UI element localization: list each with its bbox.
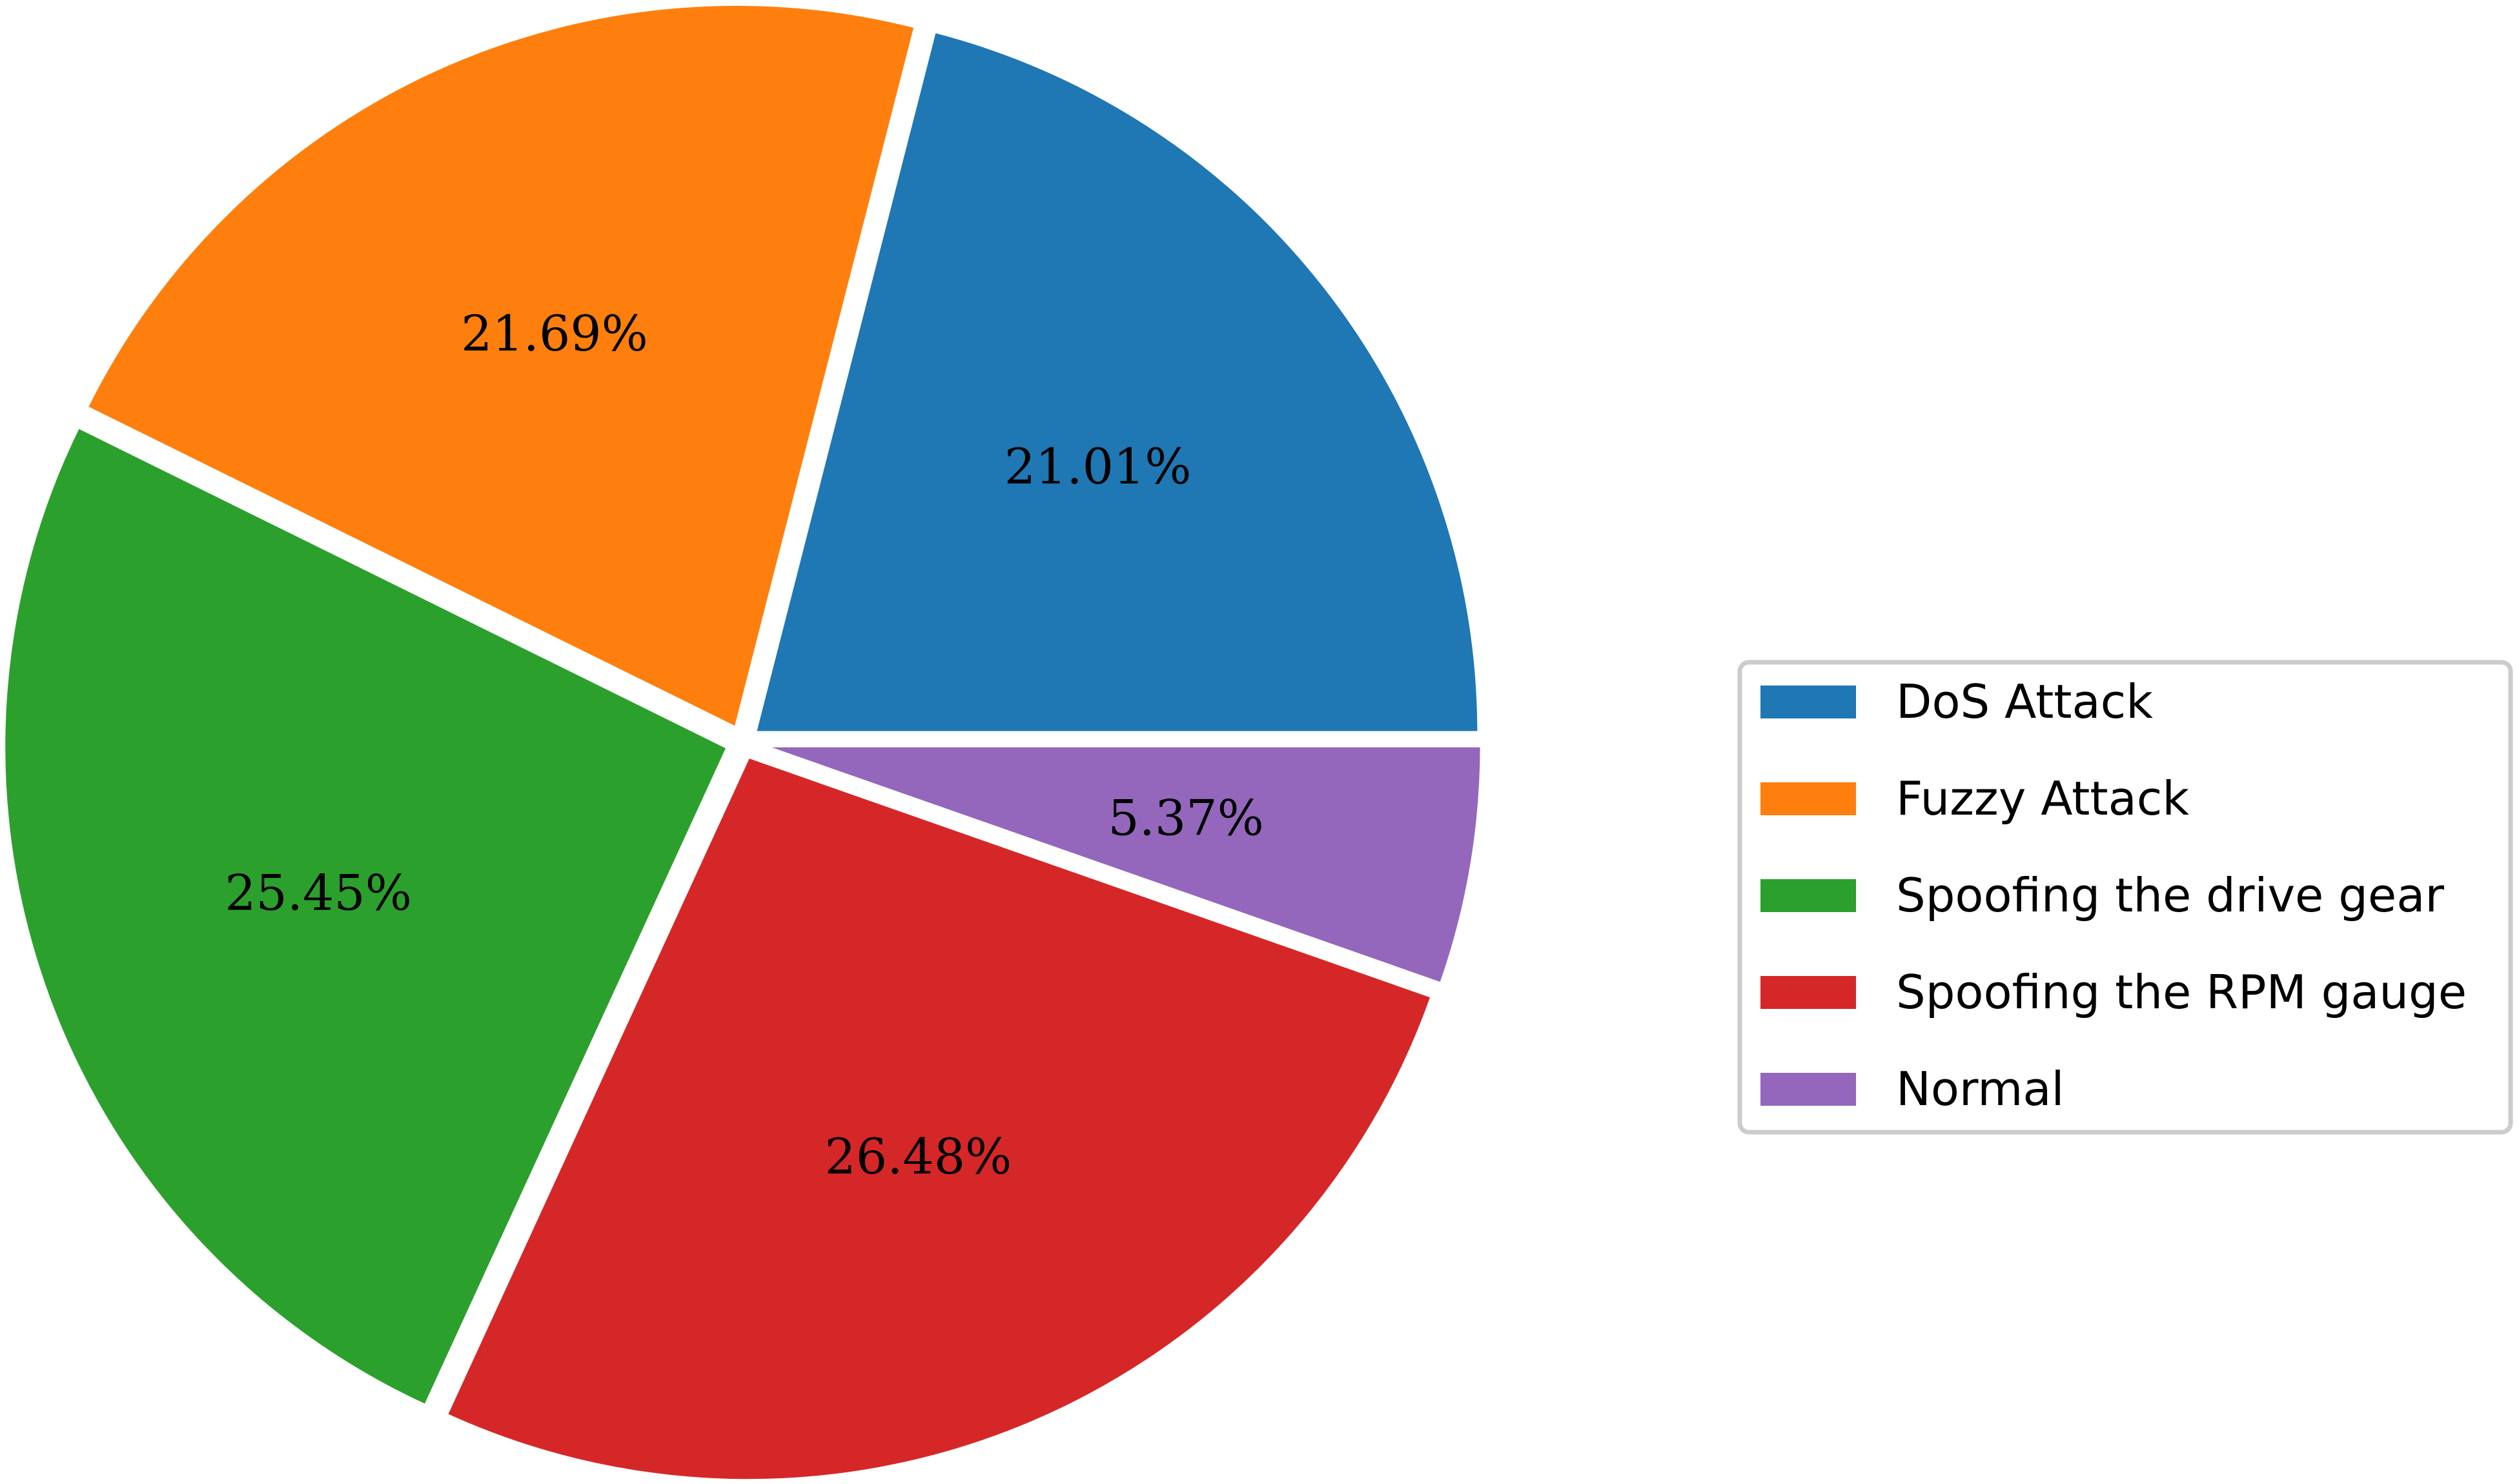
legend: DoS Attack Fuzzy Attack Spoofing the drive… (1737, 660, 2513, 1135)
pie-slice-dos-attack (750, 26, 1483, 737)
legend-swatch-dos-attack (1760, 686, 1856, 718)
pie-slice-fuzzy-attack (81, 1, 920, 733)
slice-value-label-normal: 5.37% (1108, 789, 1263, 847)
pie-slice-labels: 21.01% 21.69% 25.45% 26.48% 5.37% (225, 305, 1264, 1185)
pie-slice-spoofing-rpm-gauge (441, 752, 1437, 1484)
legend-label-normal: Normal (1896, 1062, 2065, 1116)
legend-swatch-spoofing-rpm-gauge (1760, 976, 1856, 1009)
legend-swatch-fuzzy-attack (1760, 782, 1856, 815)
legend-swatch-normal (1760, 1073, 1856, 1106)
pie-slices (0, 1, 1485, 1484)
legend-label-dos-attack: DoS Attack (1896, 675, 2153, 729)
slice-value-label-dos-attack: 21.01% (1005, 438, 1192, 495)
pie-slice-normal (755, 742, 1485, 989)
slice-value-label-spoofing-rpm-gauge: 26.48% (824, 1128, 1012, 1185)
legend-label-spoofing-rpm-gauge: Spoofing the RPM gauge (1896, 965, 2467, 1019)
legend-label-spoofing-drive-gear: Spoofing the drive gear (1896, 868, 2444, 922)
legend-frame (1737, 660, 2513, 1135)
slice-value-label-spoofing-drive-gear: 25.45% (225, 864, 412, 922)
pie-slice-spoofing-drive-gear (0, 422, 733, 1411)
legend-label-fuzzy-attack: Fuzzy Attack (1896, 771, 2189, 826)
slice-value-label-fuzzy-attack: 21.69% (461, 305, 648, 362)
legend-swatch-spoofing-drive-gear (1760, 879, 1856, 912)
